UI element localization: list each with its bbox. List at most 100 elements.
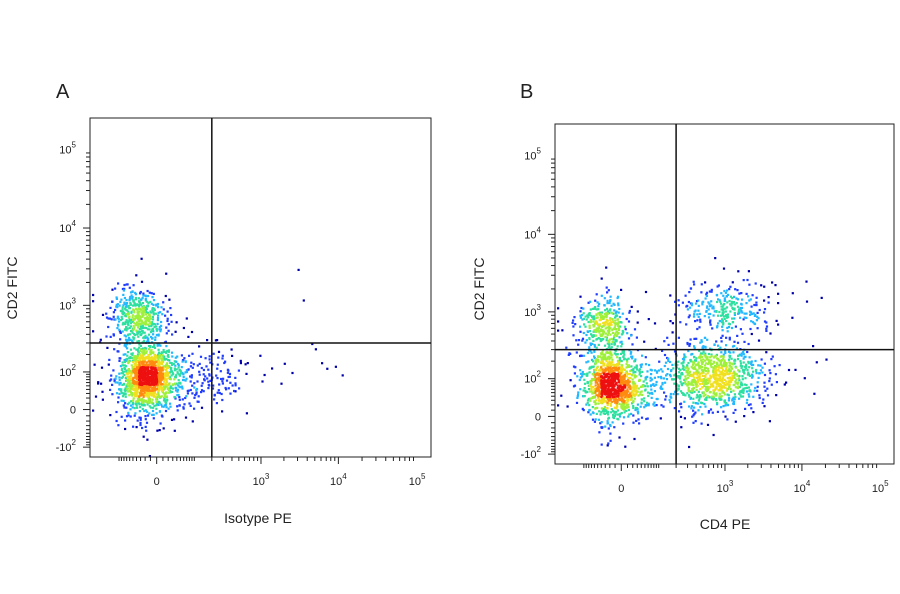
event-dot bbox=[712, 391, 715, 394]
event-dot bbox=[131, 290, 134, 293]
event-dot bbox=[595, 361, 598, 364]
event-dot bbox=[189, 375, 192, 378]
event-dot bbox=[615, 334, 618, 337]
event-dot bbox=[246, 362, 249, 365]
event-dot bbox=[655, 371, 659, 374]
event-dot bbox=[605, 313, 608, 316]
event-dot bbox=[740, 310, 743, 313]
event-dot bbox=[734, 325, 737, 328]
event-dot bbox=[617, 361, 620, 364]
event-dot bbox=[687, 361, 690, 365]
event-dot bbox=[121, 306, 124, 309]
event-dot bbox=[118, 376, 121, 379]
event-dot bbox=[623, 411, 626, 414]
event-dot bbox=[145, 320, 148, 323]
event-dot bbox=[599, 311, 602, 314]
event-dot bbox=[721, 391, 724, 394]
event-dot bbox=[138, 305, 141, 308]
event-dot bbox=[716, 378, 719, 381]
event-dot bbox=[734, 381, 737, 384]
y-tick-label: 102 bbox=[59, 363, 76, 379]
event-dot bbox=[156, 303, 159, 306]
event-dot bbox=[124, 392, 127, 396]
event-dot bbox=[149, 353, 152, 356]
event-dot bbox=[575, 401, 579, 404]
event-dot bbox=[128, 286, 131, 289]
event-dot bbox=[607, 377, 610, 380]
event-dot bbox=[131, 304, 135, 307]
event-dot bbox=[725, 316, 728, 319]
event-dot bbox=[176, 362, 180, 366]
event-dot bbox=[633, 328, 637, 331]
event-dot bbox=[126, 403, 129, 406]
event-dot bbox=[129, 348, 132, 351]
event-dot bbox=[677, 336, 680, 339]
event-dot bbox=[622, 378, 625, 381]
event-dot bbox=[128, 379, 131, 382]
event-dot bbox=[616, 405, 619, 408]
event-dot bbox=[701, 386, 704, 389]
event-dot bbox=[639, 393, 642, 396]
event-dot bbox=[155, 356, 158, 359]
event-dot bbox=[615, 330, 618, 333]
event-dot bbox=[191, 352, 194, 355]
event-dot bbox=[596, 406, 599, 409]
event-dot bbox=[728, 288, 731, 291]
event-dot bbox=[597, 371, 600, 375]
event-dot bbox=[169, 389, 172, 392]
event-dot bbox=[140, 280, 144, 283]
event-dot bbox=[704, 297, 707, 300]
x-tick-label: 105 bbox=[409, 472, 426, 488]
event-dot bbox=[630, 305, 633, 308]
event-dot bbox=[697, 299, 700, 302]
event-dot bbox=[229, 392, 232, 395]
event-dot bbox=[202, 390, 205, 393]
event-dot bbox=[623, 386, 626, 389]
event-dot bbox=[735, 297, 738, 300]
event-dot bbox=[123, 311, 126, 314]
event-dot bbox=[726, 289, 729, 292]
event-dot bbox=[625, 394, 628, 397]
event-dot bbox=[200, 384, 203, 387]
event-dot bbox=[621, 388, 624, 391]
event-dot bbox=[741, 365, 744, 368]
event-dot bbox=[610, 362, 613, 365]
event-dot bbox=[164, 395, 167, 398]
event-dot bbox=[144, 294, 147, 297]
event-dot bbox=[697, 371, 700, 374]
event-dot bbox=[704, 381, 707, 385]
event-dot bbox=[600, 356, 603, 359]
event-dot bbox=[683, 353, 686, 356]
event-dot bbox=[138, 319, 141, 322]
event-dot bbox=[644, 356, 647, 359]
event-dot bbox=[705, 309, 708, 313]
event-dot bbox=[657, 369, 661, 372]
event-dot bbox=[147, 397, 150, 400]
event-dot bbox=[632, 421, 635, 424]
event-dot bbox=[137, 367, 140, 370]
event-dot bbox=[740, 381, 743, 384]
event-dot bbox=[139, 416, 142, 419]
event-dot bbox=[146, 357, 149, 360]
event-dot bbox=[124, 427, 127, 431]
event-dot bbox=[121, 367, 124, 370]
event-dot bbox=[634, 371, 637, 374]
event-dot bbox=[586, 381, 590, 384]
event-dot bbox=[160, 384, 163, 387]
event-dot bbox=[734, 386, 737, 389]
event-dot bbox=[631, 357, 634, 360]
event-dot bbox=[677, 375, 680, 378]
event-dot bbox=[687, 372, 690, 375]
event-dot bbox=[758, 396, 761, 400]
event-dot bbox=[728, 338, 731, 341]
event-dot bbox=[606, 384, 609, 387]
event-dot bbox=[221, 382, 224, 385]
event-dot bbox=[636, 321, 639, 324]
event-dot bbox=[147, 354, 150, 357]
event-dot bbox=[607, 331, 610, 334]
event-dot bbox=[704, 354, 707, 357]
event-dot bbox=[156, 373, 160, 376]
event-dot bbox=[183, 357, 186, 360]
event-dot bbox=[733, 383, 736, 386]
event-dot bbox=[710, 397, 714, 400]
